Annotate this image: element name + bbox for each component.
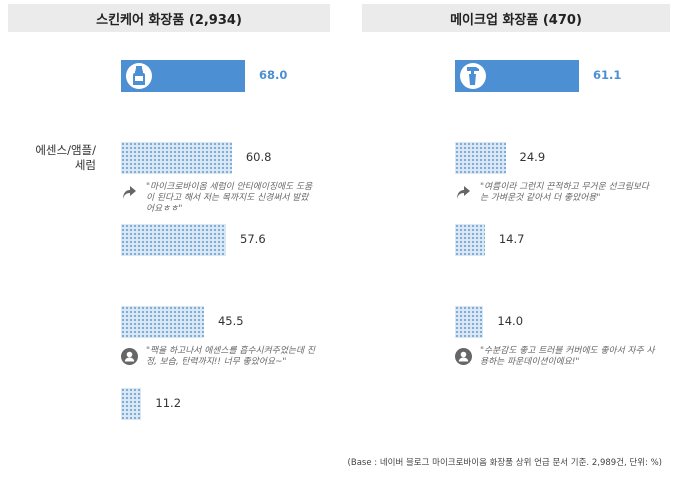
user-icon [121, 348, 138, 365]
data-label: 68.0 [259, 68, 288, 82]
bar-3 [121, 224, 227, 256]
bar-2 [121, 142, 232, 174]
quote-text: "수분감도 좋고 트러블 커버에도 좋아서 자주 사용하는 파운데이션이에요!" [480, 346, 655, 367]
quote-text: "마이크로바이옴 세럼이 안티에이징에도 도움이 된다고 해서 저는 목까지도 … [146, 182, 313, 214]
arrow-share-icon [121, 184, 138, 201]
bar-4 [455, 306, 484, 338]
foundation-pump-icon [460, 63, 486, 89]
quote-text: "여름이라 그런지 끈적하고 무거운 선크림보다는 가벼운것 같아서 더 좋았어… [480, 182, 650, 203]
footer-note: (Base : 네이버 블로그 마이크로바이옴 화장품 상위 언급 문서 기준.… [347, 458, 662, 468]
chart-title-1: 스킨케어 화장품 (2,934) [8, 4, 330, 32]
bar-4 [121, 306, 204, 338]
arrow-share-icon [455, 184, 472, 201]
chart-title-2: 메이크업 화장품 (470) [362, 4, 670, 32]
data-label: 14.0 [497, 314, 524, 328]
data-label: 11.2 [155, 396, 182, 410]
data-label: 45.5 [217, 314, 244, 328]
bar-5 [121, 388, 142, 420]
data-label: 57.6 [240, 232, 266, 246]
data-label: 61.1 [593, 68, 622, 82]
quote-text: "팩을 하고나서 에센스를 흡수시켜주었는데 진정, 보습, 탄력까지!! 너무… [146, 346, 316, 367]
data-label: 60.8 [245, 150, 272, 164]
bottle-icon [126, 63, 152, 89]
user-icon [455, 348, 472, 365]
data-label: 24.9 [519, 150, 546, 164]
bar-2 [455, 142, 506, 174]
data-label: 14.7 [498, 232, 525, 246]
bar-3 [455, 224, 485, 256]
category-label: 에센스/앰플/세럼 [35, 143, 96, 172]
